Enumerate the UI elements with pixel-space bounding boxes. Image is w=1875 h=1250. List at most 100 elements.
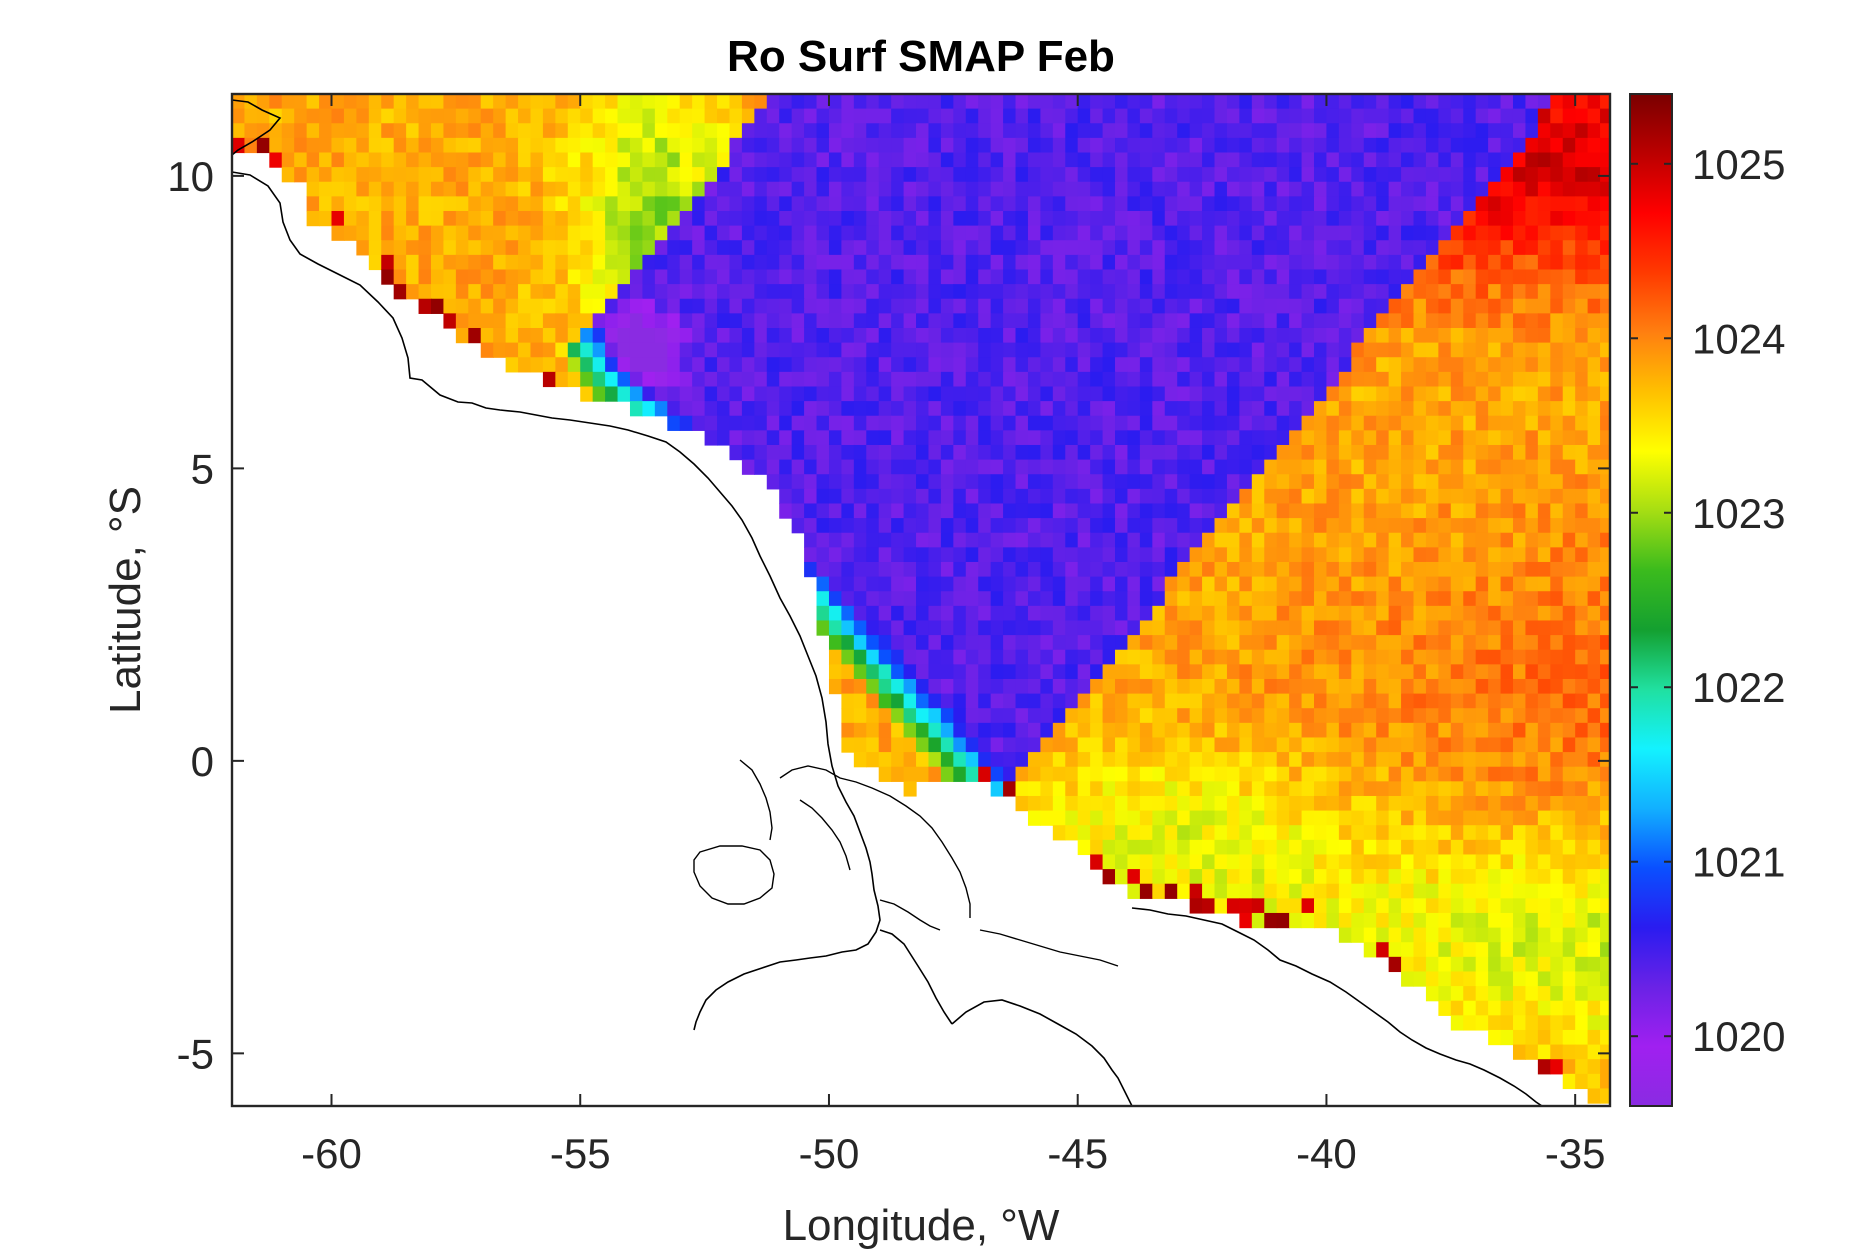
heatmap-cell [978,137,992,154]
heatmap-cell [1363,488,1377,505]
heatmap-cell [1425,795,1439,812]
heatmap-cell [1425,152,1439,168]
heatmap-cell [368,210,382,227]
heatmap-cell [978,284,992,300]
heatmap-cell [1475,986,1489,1002]
heatmap-cell [1164,137,1178,154]
heatmap-cell [1152,693,1166,709]
heatmap-cell [679,123,693,139]
heatmap-cell [1239,459,1253,475]
heatmap-cell [1027,752,1041,768]
heatmap-cell [232,123,246,139]
heatmap-cell [828,459,843,475]
heatmap-cell [1425,196,1439,212]
heatmap-cell [1052,284,1066,300]
heatmap-cell [642,357,656,373]
heatmap-cell [1562,576,1576,592]
heatmap-cell [1289,722,1303,739]
heatmap-cell [841,269,855,285]
heatmap-cell [1164,620,1178,636]
heatmap-cell [1326,854,1340,870]
heatmap-cell [1189,371,1203,388]
heatmap-cell [1276,722,1290,739]
heatmap-cell [667,254,681,271]
heatmap-cell [928,225,942,241]
heatmap-cell [1500,503,1514,519]
heatmap-cell [841,357,855,373]
heatmap-cell [1338,225,1352,241]
heatmap-cell [1077,620,1091,636]
heatmap-cell [1139,503,1153,519]
heatmap-cell [617,196,631,212]
heatmap-cell [555,357,569,373]
heatmap-cell [1376,649,1390,665]
heatmap-cell [1600,518,1610,534]
heatmap-cell [430,240,445,256]
heatmap-cell [1202,196,1216,212]
heatmap-cell [741,430,755,446]
heatmap-cell [493,181,507,197]
heatmap-cell [629,137,644,154]
heatmap-cell [828,503,843,519]
heatmap-cell [1413,167,1427,183]
heatmap-cell [903,547,917,563]
heatmap-cell [1500,825,1514,841]
heatmap-cell [692,108,706,124]
heatmap-cell [368,181,382,197]
heatmap-cell [654,94,668,110]
heatmap-cell [1127,401,1141,417]
heatmap-cell [816,327,830,344]
heatmap-cell [878,196,892,212]
heatmap-cell [1425,708,1439,724]
heatmap-cell [1338,752,1352,768]
heatmap-cell [978,722,992,739]
heatmap-cell [953,459,967,475]
heatmap-cell [804,503,818,519]
heatmap-cell [542,167,556,183]
heatmap-cell [1052,488,1066,505]
heatmap-cell [1525,825,1539,841]
heatmap-cell [1214,430,1228,446]
heatmap-cell [1401,269,1415,285]
heatmap-cell [468,210,482,227]
heatmap-cell [1575,1029,1589,1046]
heatmap-cell [1177,854,1191,870]
heatmap-cell [1214,781,1228,797]
heatmap-cell [667,386,681,402]
heatmap-cell [1202,532,1216,548]
heatmap-cell [916,503,930,519]
heatmap-cell [1600,956,1610,973]
heatmap-cell [455,327,469,344]
heatmap-cell [717,108,731,124]
heatmap-cell [1177,488,1191,505]
heatmap-cell [940,167,954,183]
heatmap-cell [1301,869,1315,885]
heatmap-cell [1065,386,1079,402]
heatmap-cell [878,474,892,490]
heatmap-cell [1003,152,1017,168]
heatmap-cell [1450,971,1464,987]
heatmap-cell [1550,722,1564,739]
heatmap-cell [1600,401,1610,417]
heatmap-cell [567,137,581,154]
heatmap-cell [1587,635,1601,651]
heatmap-cell [1202,284,1216,300]
heatmap-cell [779,415,793,431]
heatmap-cell [1276,284,1290,300]
heatmap-cell [1314,503,1328,519]
heatmap-cell [1500,591,1514,607]
heatmap-cell [1015,664,1029,680]
heatmap-cell [1500,649,1514,665]
heatmap-cell [1065,591,1079,607]
heatmap-cell [1189,898,1203,914]
heatmap-cell [1314,635,1328,651]
heatmap-cell [642,240,656,256]
heatmap-cell [978,430,992,446]
heatmap-cell [866,108,880,124]
heatmap-cell [430,284,445,300]
heatmap-cell [791,386,805,402]
heatmap-cell [555,137,569,154]
heatmap-cell [891,518,905,534]
heatmap-cell [1512,474,1527,490]
heatmap-cell [1289,518,1303,534]
